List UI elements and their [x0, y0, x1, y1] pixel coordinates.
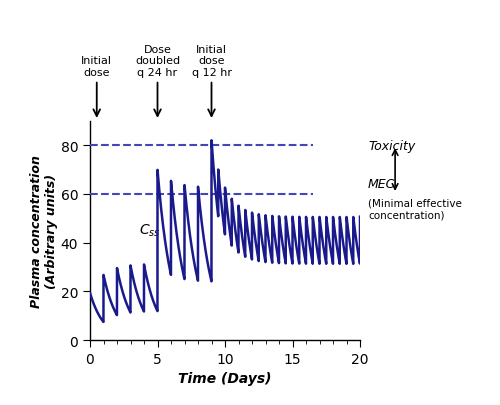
Text: $\it{C}$$\it{_{ss}}$: $\it{C}$$\it{_{ss}}$: [138, 222, 160, 238]
Y-axis label: Plasma concentration
(Arbitrary units): Plasma concentration (Arbitrary units): [30, 155, 58, 307]
Text: (Minimal effective
concentration): (Minimal effective concentration): [368, 198, 462, 220]
X-axis label: Time (Days): Time (Days): [178, 371, 272, 386]
Text: Toxicity: Toxicity: [368, 139, 416, 152]
Text: Initial
dose: Initial dose: [81, 56, 112, 117]
Text: Initial
dose
q 12 hr: Initial dose q 12 hr: [192, 45, 232, 117]
Text: MEC: MEC: [368, 178, 396, 191]
Text: Dose
doubled
q 24 hr: Dose doubled q 24 hr: [135, 45, 180, 117]
